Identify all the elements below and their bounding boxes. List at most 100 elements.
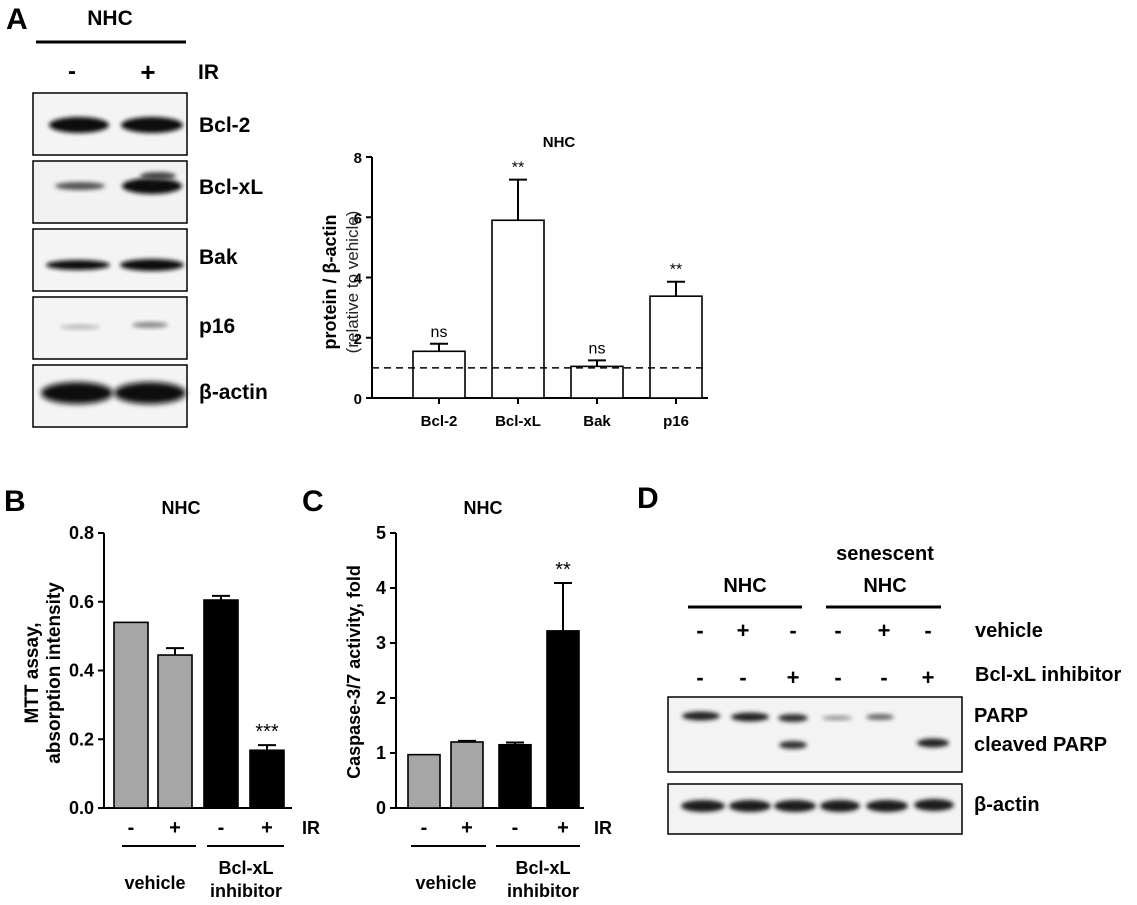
blot-d-label-cleaved-parp: cleaved PARP [974, 734, 1107, 756]
chart-a-bar [491, 219, 545, 399]
chart-b-title: NHC [162, 498, 201, 518]
chart-c-bar [498, 743, 532, 809]
blot-d-sign: - [880, 665, 887, 690]
chart-a-category-label: Bak [583, 413, 611, 430]
chart-c-category-label: + [461, 817, 473, 839]
blot-a-header: NHC [87, 7, 133, 30]
chart-b-category-label: + [261, 817, 273, 839]
chart-b: B NHC MTT assay, absorption intensity 0.… [4, 485, 320, 901]
chart-a-ytick-label: 0 [354, 391, 362, 408]
chart-a-bar [649, 295, 703, 399]
chart-b-bar [113, 621, 149, 809]
chart-b-bar [249, 749, 285, 809]
chart-c-bar [450, 741, 484, 809]
chart-a-ytick-label: 2 [354, 331, 362, 348]
chart-b-category-label: - [128, 817, 135, 839]
chart-a-ytick-label: 4 [354, 271, 363, 288]
chart-a: NHC protein / β-actin (relative to vehic… [320, 134, 708, 430]
chart-c-treatment: IR [594, 818, 612, 838]
chart-c-group-2b: inhibitor [507, 881, 579, 901]
blot-a-bak: Bak [32, 228, 238, 292]
blot-a-bclxl: Bcl-xL [32, 160, 263, 224]
chart-a-category-label: p16 [663, 413, 689, 430]
chart-c-annotation: ** [555, 559, 571, 581]
chart-c-ylabel: Caspase-3/7 activity, fold [344, 565, 364, 779]
chart-c-category-label: - [512, 817, 519, 839]
blot-a-treatment: IR [198, 61, 219, 84]
chart-a-annotation: ns [431, 324, 448, 341]
blot-d-sign: - [696, 665, 703, 690]
chart-b-ytick-label: 0.8 [69, 523, 94, 543]
chart-c-title: NHC [464, 498, 503, 518]
chart-c-group-2a: Bcl-xL [515, 858, 570, 878]
blot-a-p16: p16 [32, 296, 235, 360]
chart-b-annotation: *** [255, 721, 279, 743]
blot-d-label-parp: PARP [974, 705, 1028, 727]
chart-b-ytick-label: 0.6 [69, 592, 94, 612]
chart-b-category-label: + [169, 817, 181, 839]
chart-c-ytick-label: 1 [376, 743, 386, 763]
blot-a-label-bak: Bak [199, 246, 238, 269]
blot-a-label-actin: β-actin [199, 381, 268, 404]
chart-c-ytick-label: 2 [376, 688, 386, 708]
chart-a-ylabel-sub: (relative to vehicle) [343, 211, 362, 354]
chart-c-group-1: vehicle [415, 873, 476, 893]
blot-a-label-p16: p16 [199, 315, 235, 338]
chart-c: C NHC Caspase-3/7 activity, fold 0 1 2 3 4 5 -… [302, 485, 612, 901]
chart-a-annotation: ** [512, 160, 524, 177]
blot-a-bcl2: Bcl-2 [32, 92, 250, 156]
blot-d-actin: β-actin [667, 783, 1040, 835]
panel-a-letter: A [6, 3, 28, 36]
blot-d-group-1: NHC [723, 575, 766, 597]
chart-b-group-2a: Bcl-xL [218, 858, 273, 878]
chart-b-ylabel: MTT assay, [22, 622, 43, 723]
chart-b-ytick-label: 0.2 [69, 729, 94, 749]
blot-a-lane-1: - [68, 58, 76, 85]
blot-d-group-2a: senescent [836, 543, 934, 565]
chart-b-category-label: - [218, 817, 225, 839]
blot-a-lane-2: + [140, 57, 155, 87]
blot-d-sign: + [787, 665, 800, 690]
chart-a-title: NHC [543, 134, 576, 151]
panel-c-letter: C [302, 485, 324, 518]
blot-d-label-actin: β-actin [974, 794, 1040, 816]
chart-b-bar [203, 599, 239, 809]
chart-c-ytick-label: 3 [376, 633, 386, 653]
blot-d-sign: - [739, 665, 746, 690]
blot-d-group-2b: NHC [863, 575, 906, 597]
chart-a-annotation: ns [589, 340, 606, 357]
chart-b-treatment: IR [302, 818, 320, 838]
chart-b-ytick-label: 0.0 [69, 798, 94, 818]
chart-c-bar [407, 753, 441, 809]
blot-a-label-bcl2: Bcl-2 [199, 114, 250, 137]
blot-d-row-inhibitor: Bcl-xL inhibitor [975, 664, 1122, 686]
blot-d-sign: - [696, 618, 703, 643]
panel-a-blot: A NHC - + IR Bcl-2 Bcl-xL Bak [6, 3, 268, 428]
blot-d-sign: - [924, 618, 931, 643]
chart-c-bar [546, 630, 580, 809]
chart-b-bar [157, 654, 193, 809]
blot-a-actin: β-actin [32, 364, 268, 428]
blot-d-sign: - [834, 665, 841, 690]
chart-b-ytick-label: 0.4 [69, 661, 94, 681]
blot-d-sign: + [922, 665, 935, 690]
chart-c-category-label: + [557, 817, 569, 839]
chart-a-bar [570, 365, 624, 399]
blot-d-sign: + [737, 618, 750, 643]
chart-a-category-label: Bcl-xL [495, 413, 541, 430]
panel-d-blot: D NHC senescent NHC - + - - + - - - + - - + vehicle… [637, 482, 1122, 835]
panel-b-letter: B [4, 485, 26, 518]
chart-a-ytick-label: 8 [354, 150, 362, 167]
chart-a-category-label: Bcl-2 [421, 413, 458, 430]
blot-a-label-bclxl: Bcl-xL [199, 176, 263, 199]
blot-d-parp: PARP cleaved PARP [667, 696, 1107, 773]
blot-d-sign: - [789, 618, 796, 643]
chart-c-ytick-label: 5 [376, 523, 386, 543]
chart-a-annotation: ** [670, 262, 682, 279]
blot-d-sign: - [834, 618, 841, 643]
chart-b-group-1: vehicle [124, 873, 185, 893]
chart-a-bar [412, 350, 466, 399]
chart-a-ylabel: protein / β-actin [320, 215, 340, 350]
chart-c-ytick-label: 0 [376, 798, 386, 818]
